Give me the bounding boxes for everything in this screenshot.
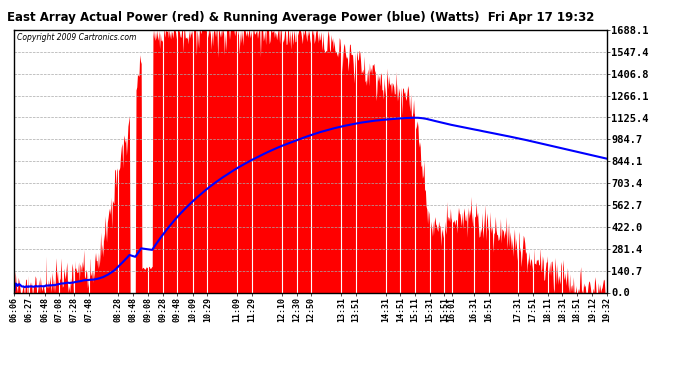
Text: East Array Actual Power (red) & Running Average Power (blue) (Watts)  Fri Apr 17: East Array Actual Power (red) & Running … — [7, 11, 594, 24]
Text: Copyright 2009 Cartronics.com: Copyright 2009 Cartronics.com — [17, 33, 136, 42]
